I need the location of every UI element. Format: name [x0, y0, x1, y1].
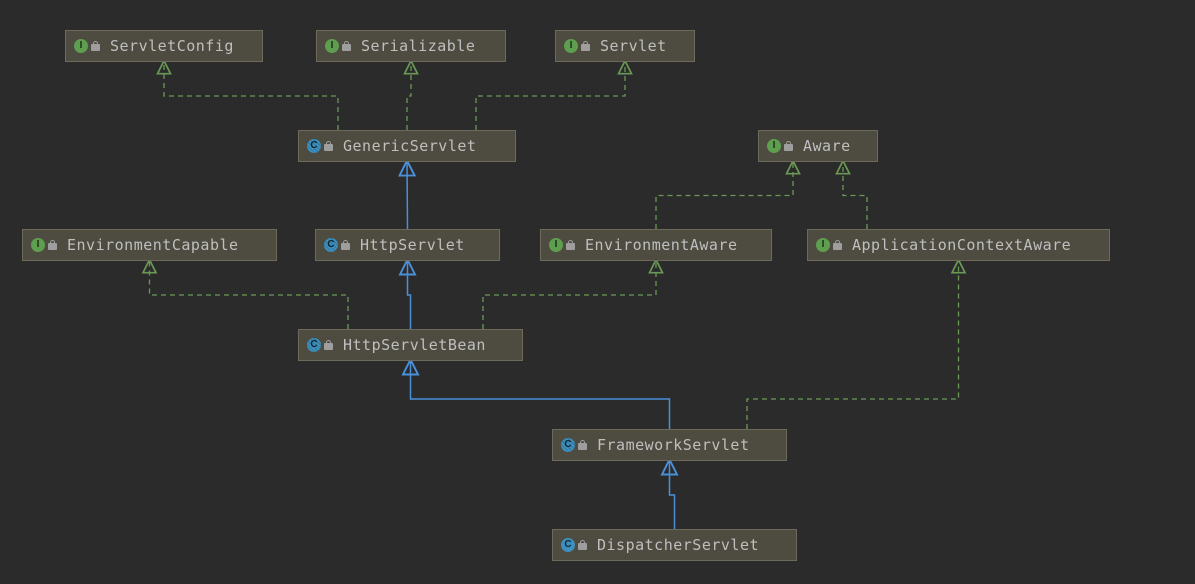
node-Aware[interactable]: I Aware: [758, 130, 878, 162]
node-Serializable[interactable]: I Serializable: [316, 30, 506, 62]
node-GenericServlet[interactable]: C GenericServlet: [298, 130, 516, 162]
interface-icon: I: [325, 39, 351, 53]
node-label: EnvironmentAware: [585, 236, 738, 254]
interface-icon: I: [74, 39, 100, 53]
edge-HttpServletBean-to-EnvironmentCapable: [150, 261, 349, 329]
class-icon: C: [307, 139, 333, 153]
node-HttpServlet[interactable]: C HttpServlet: [315, 229, 500, 261]
node-EnvironmentAware[interactable]: I EnvironmentAware: [540, 229, 772, 261]
lock-icon: [324, 340, 333, 350]
node-label: HttpServletBean: [343, 336, 486, 354]
edge-FrameworkServlet-to-ApplicationContextAware: [747, 261, 959, 429]
class-icon: C: [324, 238, 350, 252]
edge-GenericServlet-to-ServletConfig: [164, 62, 338, 130]
interface-icon: I: [816, 238, 842, 252]
edge-HttpServlet-to-GenericServlet: [407, 162, 408, 229]
lock-icon: [566, 240, 575, 250]
node-label: EnvironmentCapable: [67, 236, 239, 254]
node-ServletConfig[interactable]: I ServletConfig: [65, 30, 263, 62]
lock-icon: [342, 41, 351, 51]
node-label: ApplicationContextAware: [852, 236, 1071, 254]
class-icon: C: [561, 438, 587, 452]
node-FrameworkServlet[interactable]: C FrameworkServlet: [552, 429, 787, 461]
interface-icon: I: [31, 238, 57, 252]
interface-icon: I: [549, 238, 575, 252]
edges-layer: [0, 0, 1195, 584]
node-EnvironmentCapable[interactable]: I EnvironmentCapable: [22, 229, 277, 261]
node-label: GenericServlet: [343, 137, 476, 155]
edge-FrameworkServlet-to-HttpServletBean: [411, 361, 670, 429]
node-label: ServletConfig: [110, 37, 234, 55]
lock-icon: [91, 41, 100, 51]
class-icon: C: [307, 338, 333, 352]
edge-GenericServlet-to-Serializable: [407, 62, 411, 130]
lock-icon: [578, 440, 587, 450]
node-label: HttpServlet: [360, 236, 465, 254]
class-icon: C: [561, 538, 587, 552]
interface-icon: I: [767, 139, 793, 153]
node-label: Aware: [803, 137, 851, 155]
node-DispatcherServlet[interactable]: C DispatcherServlet: [552, 529, 797, 561]
edge-ApplicationContextAware-to-Aware: [843, 162, 867, 229]
lock-icon: [48, 240, 57, 250]
lock-icon: [581, 41, 590, 51]
node-label: Serializable: [361, 37, 475, 55]
class-diagram-canvas: I ServletConfig I Serializable I Servlet C Gene…: [0, 0, 1195, 584]
node-label: Servlet: [600, 37, 667, 55]
lock-icon: [833, 240, 842, 250]
edge-EnvironmentAware-to-Aware: [656, 162, 793, 229]
node-HttpServletBean[interactable]: C HttpServletBean: [298, 329, 523, 361]
edge-GenericServlet-to-Servlet: [476, 62, 625, 130]
node-label: DispatcherServlet: [597, 536, 759, 554]
interface-icon: I: [564, 39, 590, 53]
edge-HttpServletBean-to-HttpServlet: [408, 261, 411, 329]
lock-icon: [784, 141, 793, 151]
node-Servlet[interactable]: I Servlet: [555, 30, 695, 62]
edge-HttpServletBean-to-EnvironmentAware: [483, 261, 656, 329]
node-label: FrameworkServlet: [597, 436, 750, 454]
lock-icon: [341, 240, 350, 250]
lock-icon: [578, 540, 587, 550]
edge-DispatcherServlet-to-FrameworkServlet: [670, 461, 675, 529]
node-ApplicationContextAware[interactable]: I ApplicationContextAware: [807, 229, 1110, 261]
lock-icon: [324, 141, 333, 151]
